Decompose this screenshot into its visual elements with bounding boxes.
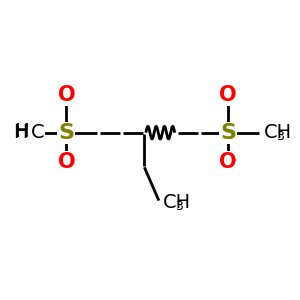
Text: H: H <box>14 122 29 141</box>
Text: CH: CH <box>163 193 191 211</box>
Text: 3: 3 <box>276 130 284 143</box>
Text: O: O <box>58 152 75 172</box>
Text: O: O <box>219 85 237 105</box>
Text: C: C <box>31 123 44 142</box>
Text: H: H <box>14 122 29 141</box>
Text: 3: 3 <box>28 130 36 143</box>
Text: O: O <box>219 152 237 172</box>
Text: CH: CH <box>264 123 292 142</box>
Text: S: S <box>58 123 74 143</box>
Text: 3: 3 <box>175 200 183 213</box>
Text: H: H <box>13 123 27 142</box>
Text: S: S <box>220 123 236 143</box>
Text: O: O <box>58 85 75 105</box>
